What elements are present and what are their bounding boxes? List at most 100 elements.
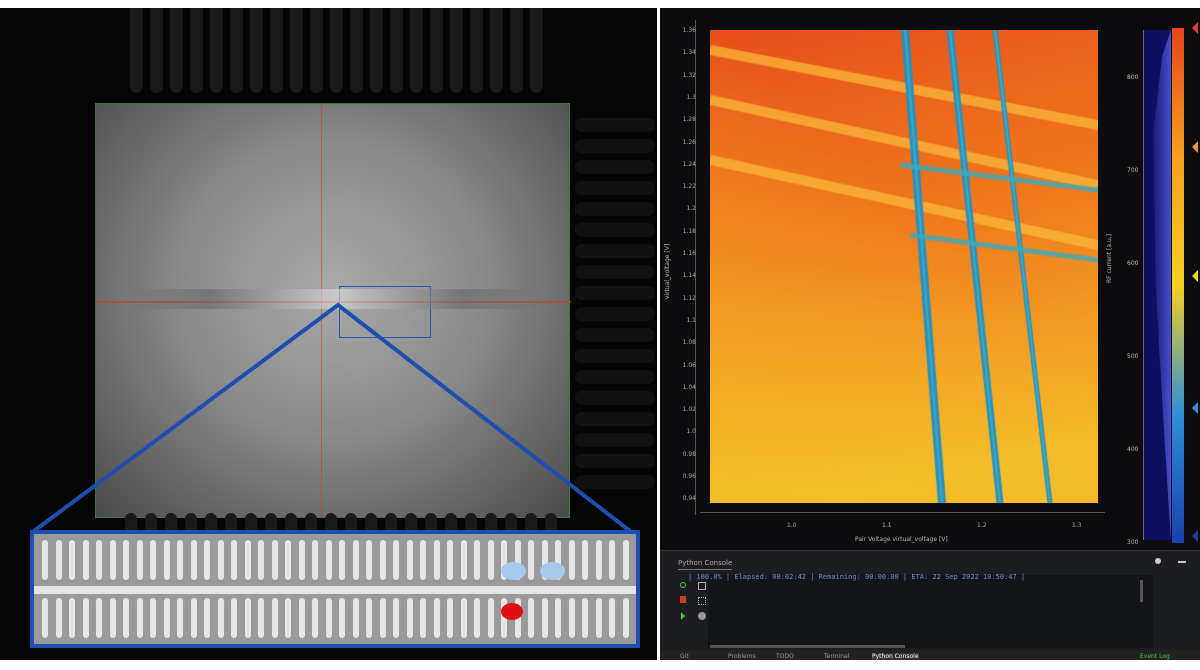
gate-lines (126, 289, 546, 309)
bond-pad (575, 475, 655, 489)
gate-finger (312, 598, 318, 638)
gear-icon[interactable] (1155, 558, 1161, 564)
gate-finger (460, 540, 467, 580)
bond-pad (390, 8, 403, 93)
gate-finger (109, 540, 116, 580)
soft-wrap-icon[interactable] (698, 582, 706, 590)
bond-pad (530, 8, 543, 93)
y-tick: 1.24 (682, 160, 696, 168)
tab-event-log[interactable]: Event Log (1140, 653, 1170, 660)
run-icon[interactable] (681, 612, 689, 620)
bond-pad (330, 8, 343, 93)
bond-pad (525, 513, 537, 535)
y-tick: 1.08 (682, 339, 696, 347)
bond-pad (510, 8, 523, 93)
bond-pad (575, 412, 655, 426)
variables-icon[interactable] (698, 612, 706, 620)
gate-finger (609, 598, 615, 638)
y-tick: 1.02 (682, 406, 696, 414)
gate-finger (460, 598, 467, 638)
bottom-tab[interactable]: Terminal (824, 653, 850, 660)
charge-stability-heatmap[interactable] (710, 30, 1098, 503)
qubit-marker-1 (501, 562, 526, 580)
gate-finger (96, 540, 102, 580)
bond-pad (305, 513, 317, 535)
gate-finger (312, 540, 318, 580)
colorbar-tick: 700 (1127, 167, 1139, 174)
bond-pad (450, 8, 463, 93)
bond-pad (370, 8, 383, 93)
bottom-tab[interactable]: Git (680, 653, 689, 660)
bond-pad (575, 265, 655, 279)
gate-finger (447, 598, 453, 638)
bond-pad (290, 8, 303, 93)
y-tick: 0.98 (682, 450, 696, 458)
gate-finger (109, 598, 116, 638)
progress-output: | 100.0% | Elapsed: 00:02:42 | Remaining… (688, 573, 1026, 581)
bond-pad (575, 160, 655, 174)
colorbar-handle-blue[interactable] (1186, 402, 1198, 414)
colorbar-tick: 600 (1127, 260, 1139, 267)
gate-finger (366, 598, 372, 638)
bond-pad (575, 244, 655, 258)
bond-pad (575, 286, 655, 300)
bond-pad (150, 8, 163, 93)
gate-finger (379, 598, 386, 638)
colorbar-label: RF current [a.u.] (1106, 233, 1114, 284)
bond-pad (350, 8, 363, 93)
gate-finger (217, 598, 224, 638)
gate-finger (474, 540, 480, 580)
gate-finger (541, 598, 548, 638)
gate-finger (514, 540, 521, 580)
gate-finger (123, 540, 129, 580)
gate-finger (420, 598, 426, 638)
y-tick: 1.0 (686, 428, 696, 436)
gate-finger (285, 540, 291, 580)
gate-finger (433, 540, 440, 580)
console-output-area[interactable] (708, 575, 1153, 648)
bond-pad (185, 513, 197, 535)
gate-finger (298, 598, 305, 638)
x-axis (700, 512, 1105, 513)
y-tick: 1.16 (682, 250, 696, 257)
y-tick: 1.26 (682, 138, 696, 146)
bond-pad (575, 307, 655, 321)
bond-pad (165, 513, 177, 535)
gate-finger (204, 540, 210, 580)
x-tick: 1.2 (977, 522, 987, 529)
colorbar-gradient[interactable] (1172, 28, 1184, 543)
bond-pad (575, 349, 655, 363)
bottom-tab[interactable]: TODO (776, 653, 794, 660)
colorbar-handle-top[interactable] (1186, 22, 1198, 34)
tab-python-console[interactable]: Python Console (678, 559, 733, 570)
y-tick: 1.34 (682, 49, 696, 57)
y-tick: 1.32 (682, 71, 696, 79)
sensor-dot-marker (501, 603, 523, 620)
colorbar-handle-orange[interactable] (1186, 141, 1198, 153)
device-zoom-inset (30, 530, 640, 648)
horizontal-scrollbar[interactable] (710, 645, 905, 648)
colorbar-handle-bottom[interactable] (1186, 530, 1198, 542)
vertical-scrollbar[interactable] (1140, 580, 1143, 602)
y-tick: 1.3 (686, 93, 696, 101)
stop-icon[interactable] (680, 596, 686, 603)
gate-finger (231, 598, 237, 638)
bond-pad (245, 513, 257, 535)
bond-pad (410, 8, 423, 93)
gate-finger (82, 540, 89, 580)
gate-finger (258, 598, 264, 638)
rerun-icon[interactable] (680, 582, 686, 588)
bond-pad (130, 8, 143, 93)
bond-pad (575, 454, 655, 468)
gate-finger (393, 540, 399, 580)
bond-pad (575, 370, 655, 384)
colorbar-handle-yellow[interactable] (1186, 270, 1198, 282)
colorbar-tick: 300 (1127, 539, 1139, 546)
clear-icon[interactable] (698, 597, 706, 605)
bond-pad (430, 8, 443, 93)
bond-pad (210, 8, 223, 93)
minimize-icon[interactable] (1178, 561, 1186, 563)
bottom-tab[interactable]: Problems (728, 653, 756, 660)
bond-pad (485, 513, 497, 535)
bottom-tab[interactable]: Python Console (872, 653, 919, 660)
